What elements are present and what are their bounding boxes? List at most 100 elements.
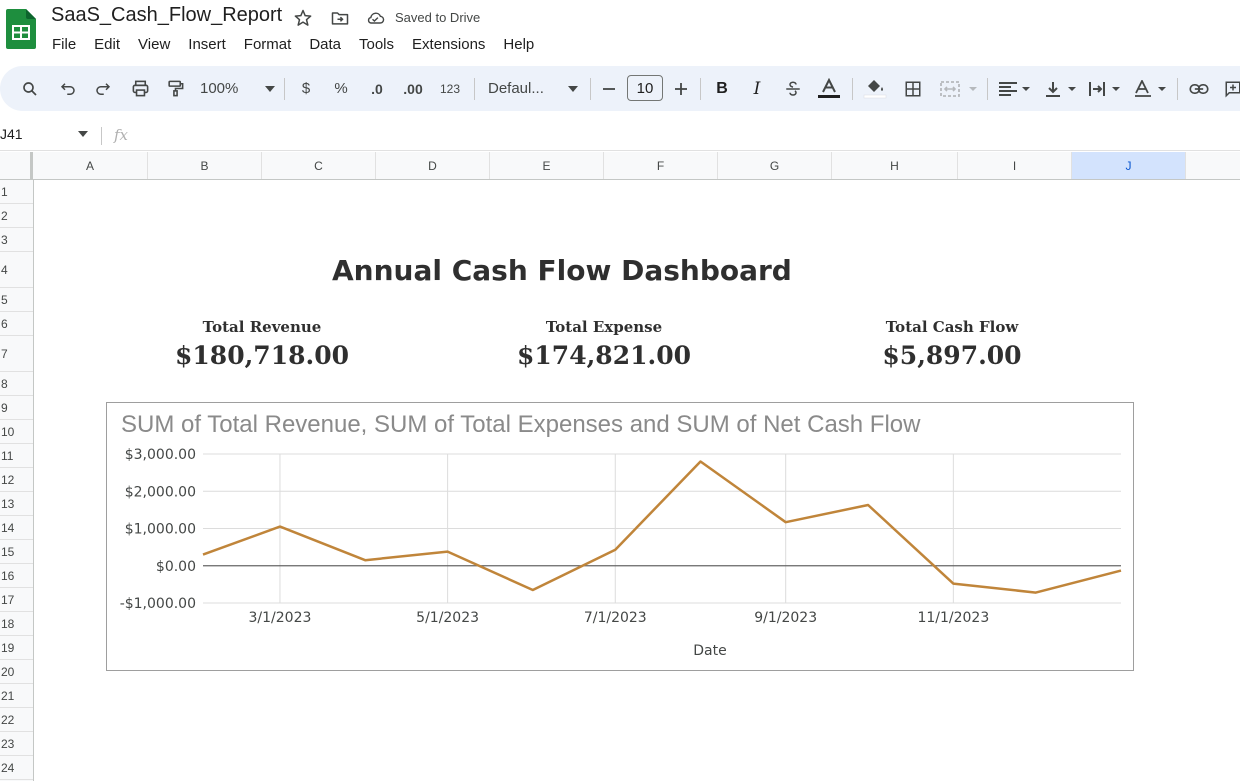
decrease-decimal-button[interactable]: .0	[364, 66, 390, 111]
column-header-k[interactable]	[1186, 152, 1240, 179]
row-header[interactable]: 15	[0, 540, 33, 564]
x-tick-label: 7/1/2023	[584, 610, 647, 626]
vertical-align-icon[interactable]	[1042, 66, 1078, 111]
row-header[interactable]: 13	[0, 492, 33, 516]
row-header[interactable]: 19	[0, 636, 33, 660]
insert-link-icon[interactable]	[1187, 66, 1211, 111]
bold-button[interactable]: B	[712, 66, 732, 111]
column-header-j[interactable]: J	[1072, 152, 1186, 179]
strikethrough-icon[interactable]	[782, 66, 804, 111]
increase-font-size-button[interactable]	[672, 66, 690, 111]
select-all-corner[interactable]	[0, 152, 33, 179]
column-header-d[interactable]: D	[376, 152, 490, 179]
column-header-i[interactable]: I	[958, 152, 1072, 179]
zoom-value: 100%	[200, 80, 239, 97]
font-family-select[interactable]: Defaul...	[488, 66, 578, 111]
formula-bar: J41 fx	[0, 122, 1240, 151]
column-header-c[interactable]: C	[262, 152, 376, 179]
row-header[interactable]: 21	[0, 684, 33, 708]
menu-help[interactable]: Help	[503, 36, 535, 53]
italic-button[interactable]: I	[747, 66, 767, 111]
text-rotation-icon[interactable]	[1132, 66, 1168, 111]
decrease-font-size-button[interactable]	[600, 66, 618, 111]
menu-extensions[interactable]: Extensions	[412, 36, 486, 53]
row-header[interactable]: 12	[0, 468, 33, 492]
column-header-f[interactable]: F	[604, 152, 718, 179]
row-header[interactable]: 6	[0, 312, 33, 336]
row-header[interactable]: 9	[0, 396, 33, 420]
row-header[interactable]: 23	[0, 732, 33, 756]
dashboard-title[interactable]: Annual Cash Flow Dashboard	[332, 254, 792, 287]
x-axis-label: Date	[693, 643, 726, 659]
column-header-g[interactable]: G	[718, 152, 832, 179]
text-color-icon[interactable]	[816, 66, 842, 111]
paint-format-icon[interactable]	[163, 66, 187, 111]
menu-insert[interactable]: Insert	[188, 36, 226, 53]
menu-view[interactable]: View	[138, 36, 171, 53]
row-header[interactable]: 4	[0, 252, 33, 288]
increase-decimal-button[interactable]: .00	[399, 66, 427, 111]
row-header[interactable]: 16	[0, 564, 33, 588]
kpi-revenue-value[interactable]: $180,718.00	[175, 341, 349, 370]
merge-cells-icon[interactable]	[938, 66, 980, 111]
menu-edit[interactable]: Edit	[94, 36, 121, 53]
fill-color-icon[interactable]	[862, 66, 888, 111]
percent-format-button[interactable]: %	[331, 66, 351, 111]
row-header[interactable]: 22	[0, 708, 33, 732]
currency-format-button[interactable]: $	[296, 66, 316, 111]
chart-title: SUM of Total Revenue, SUM of Total Expen…	[121, 411, 921, 438]
row-header[interactable]: 1	[0, 180, 33, 204]
row-header[interactable]: 24	[0, 756, 33, 780]
menu-file[interactable]: File	[52, 36, 77, 53]
currency-label: $	[301, 80, 311, 97]
chevron-down-icon[interactable]	[78, 131, 88, 137]
horizontal-align-icon[interactable]	[996, 66, 1032, 111]
row-header[interactable]: 7	[0, 336, 33, 372]
column-header-e[interactable]: E	[490, 152, 604, 179]
menu-tools[interactable]: Tools	[359, 36, 395, 53]
search-icon[interactable]	[18, 66, 42, 111]
row-header[interactable]: 2	[0, 204, 33, 228]
chevron-down-icon	[265, 85, 275, 92]
kpi-revenue-label[interactable]: Total Revenue	[202, 318, 322, 336]
row-header[interactable]: 3	[0, 228, 33, 252]
name-box[interactable]: J41	[0, 126, 23, 142]
menu-bar: File Edit View Insert Format Data Tools …	[43, 35, 543, 54]
font-size-input[interactable]: 10	[627, 75, 663, 101]
number-format-button[interactable]: 123	[436, 66, 464, 111]
print-icon[interactable]	[128, 66, 152, 111]
kpi-expense-value[interactable]: $174,821.00	[517, 341, 691, 370]
sheets-logo-icon[interactable]	[6, 9, 36, 49]
column-header-b[interactable]: B	[148, 152, 262, 179]
menu-format[interactable]: Format	[243, 36, 292, 53]
row-header[interactable]: 17	[0, 588, 33, 612]
menu-data[interactable]: Data	[309, 36, 341, 53]
column-headers: A B C D E F G H I J	[0, 152, 1240, 180]
row-header[interactable]: 5	[0, 288, 33, 312]
row-header[interactable]: 10	[0, 420, 33, 444]
kpi-cashflow-value[interactable]: $5,897.00	[882, 341, 1022, 370]
row-header[interactable]: 11	[0, 444, 33, 468]
row-header[interactable]: 18	[0, 612, 33, 636]
zoom-select[interactable]: 100%	[200, 66, 275, 111]
column-header-h[interactable]: H	[832, 152, 958, 179]
kpi-expense-label[interactable]: Total Expense	[545, 318, 663, 336]
column-header-a[interactable]: A	[33, 152, 148, 179]
row-header[interactable]: 20	[0, 660, 33, 684]
redo-icon[interactable]	[91, 66, 115, 111]
row-header[interactable]: 8	[0, 372, 33, 396]
text-wrapping-icon[interactable]	[1086, 66, 1122, 111]
cloud-done-icon[interactable]	[365, 8, 385, 28]
cash-flow-chart[interactable]: SUM of Total Revenue, SUM of Total Expen…	[106, 402, 1134, 671]
italic-label: I	[753, 78, 761, 99]
row-header[interactable]: 14	[0, 516, 33, 540]
x-tick-label: 11/1/2023	[917, 610, 989, 626]
insert-comment-icon[interactable]	[1222, 66, 1240, 111]
star-icon[interactable]	[293, 8, 313, 28]
kpi-cashflow-label[interactable]: Total Cash Flow	[885, 318, 1019, 336]
y-tick-label: $1,000.00	[125, 522, 196, 538]
move-folder-icon[interactable]	[330, 8, 350, 28]
borders-icon[interactable]	[902, 66, 924, 111]
undo-icon[interactable]	[56, 66, 80, 111]
document-title[interactable]: SaaS_Cash_Flow_Report	[51, 4, 283, 26]
